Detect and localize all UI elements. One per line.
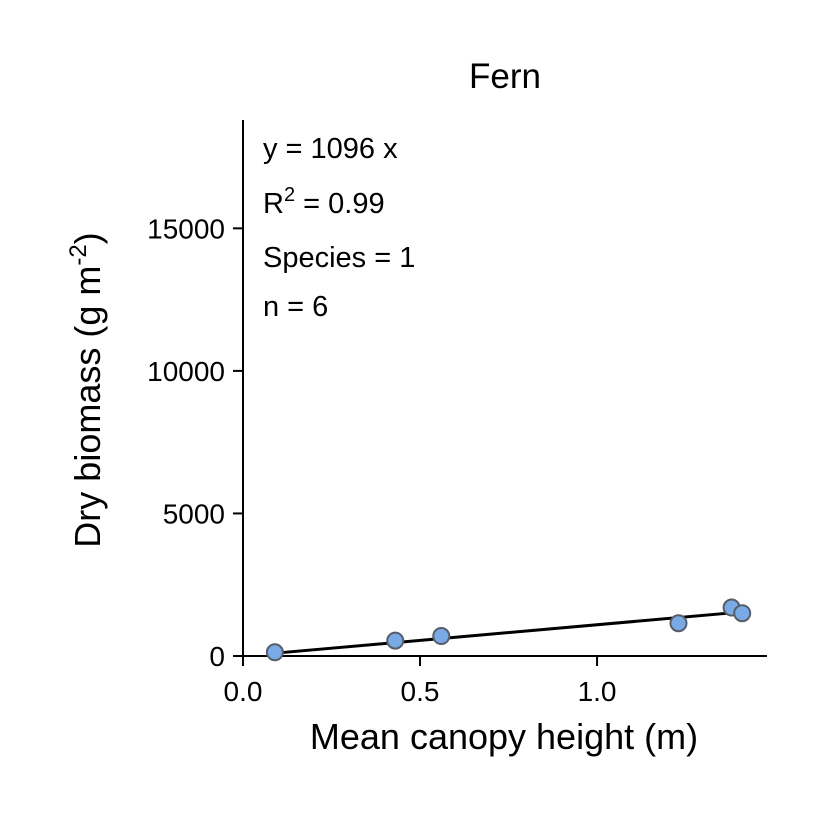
y-axis-label-superscript: -2 — [65, 244, 92, 265]
fit-line — [274, 610, 743, 655]
axes — [242, 120, 767, 657]
y-tick-label: 0 — [209, 641, 225, 672]
data-point — [386, 631, 405, 650]
data-point — [733, 604, 752, 623]
y-axis-label-close: ) — [67, 232, 108, 244]
y-axis-label-main: Dry biomass (g m — [67, 266, 108, 548]
r2-prefix: R — [263, 188, 284, 220]
data-point — [669, 614, 688, 633]
annotations: y = 1096 x R2 = 0.99 Species = 1 n = 6 — [263, 133, 415, 323]
x-ticks: 0.0 0.5 1.0 — [224, 656, 617, 707]
n-annotation: n = 6 — [263, 291, 328, 323]
equation-annotation: y = 1096 x — [263, 133, 398, 165]
y-tick-label: 10000 — [147, 356, 225, 387]
data-point — [265, 643, 284, 662]
x-tick-label: 1.0 — [578, 676, 617, 707]
x-axis-label: Mean canopy height (m) — [310, 716, 698, 757]
y-ticks: 0 5000 10000 15000 — [147, 213, 243, 672]
y-axis-label: Dry biomass (g m-2) — [65, 232, 108, 547]
data-points — [265, 598, 752, 662]
x-tick-label: 0.0 — [224, 676, 263, 707]
y-tick-label: 15000 — [147, 213, 225, 244]
chart-title: Fern — [469, 57, 541, 96]
data-point — [432, 627, 451, 646]
y-tick-label: 5000 — [163, 498, 225, 529]
r2-value: = 0.99 — [295, 188, 385, 220]
r2-annotation: R2 = 0.99 — [263, 184, 385, 220]
species-annotation: Species = 1 — [263, 242, 415, 274]
r2-superscript: 2 — [284, 184, 295, 206]
x-tick-label: 0.5 — [401, 676, 440, 707]
